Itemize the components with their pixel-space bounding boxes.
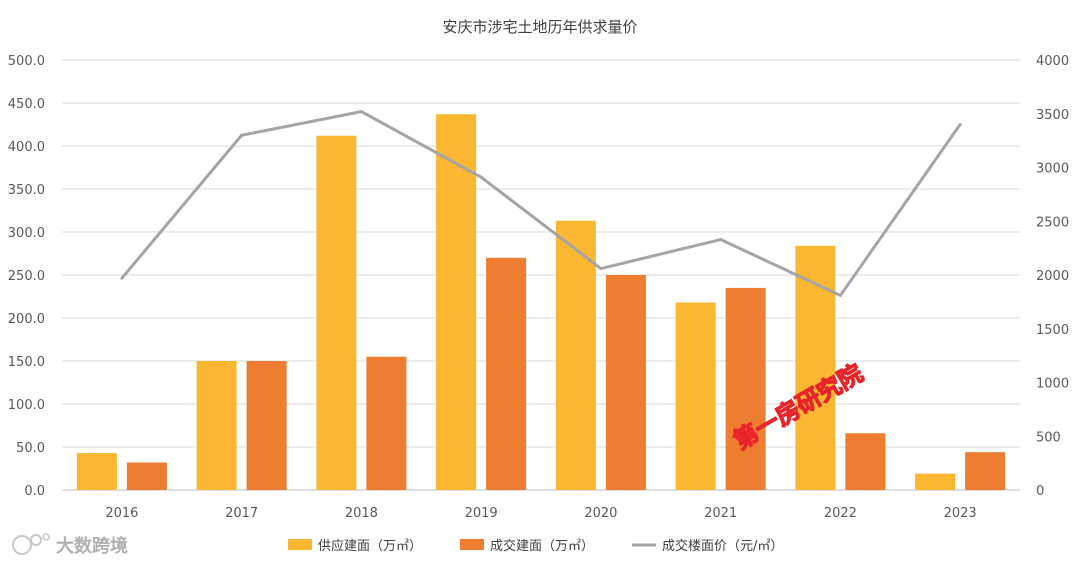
price-line xyxy=(120,110,962,297)
y-left-tick-label: 100.0 xyxy=(8,398,45,413)
price-point xyxy=(838,293,842,297)
brand-watermark: 大数跨境 xyxy=(12,533,128,557)
legend-swatch xyxy=(288,539,312,550)
y-right-tick-label: 2000 xyxy=(1036,269,1069,284)
y-axis-left: 0.0 50.0 100.0 150.0 200.0 250.0 300.0 350.0 400… xyxy=(8,54,45,499)
y-right-tick-label: 1500 xyxy=(1036,323,1069,338)
transaction-bar xyxy=(605,275,646,490)
y-left-tick-label: 50.0 xyxy=(16,441,45,456)
price-point xyxy=(359,110,363,114)
chart-title: 安庆市涉宅土地历年供求量价 xyxy=(442,18,637,36)
x-tick-label: 2022 xyxy=(824,506,857,521)
transaction-bar xyxy=(845,433,886,490)
supply-bar xyxy=(795,245,836,490)
transaction-bar xyxy=(126,462,167,490)
supply-bar xyxy=(316,135,357,490)
supply-bar xyxy=(675,302,716,490)
legend-label: 成交楼面价（元/㎡） xyxy=(662,538,783,554)
supply-bar xyxy=(555,220,596,490)
y-left-tick-label: 0.0 xyxy=(24,484,45,499)
x-tick-label: 2023 xyxy=(944,506,977,521)
y-axis-right: 0 500 1000 1500 2000 2500 3000 3500 4000 xyxy=(1036,54,1069,499)
x-tick-label: 2020 xyxy=(584,506,617,521)
x-tick-label: 2019 xyxy=(465,506,498,521)
x-axis: 2016 2017 2018 2019 2020 2021 2022 2023 xyxy=(105,506,976,521)
x-tick-label: 2016 xyxy=(105,506,138,521)
y-left-tick-label: 250.0 xyxy=(8,269,45,284)
x-tick-label: 2017 xyxy=(225,506,258,521)
price-point xyxy=(479,175,483,179)
y-left-tick-label: 200.0 xyxy=(8,312,45,327)
brand-logo-icon xyxy=(12,533,50,555)
line-series xyxy=(120,110,962,297)
y-right-tick-label: 4000 xyxy=(1036,54,1069,69)
supply-bar xyxy=(76,453,117,490)
supply-bar xyxy=(196,361,237,490)
y-left-tick-label: 150.0 xyxy=(8,355,45,370)
bar-series xyxy=(76,114,1006,491)
price-point xyxy=(120,276,124,280)
y-right-tick-label: 1000 xyxy=(1036,377,1069,392)
legend: 供应建面（万㎡） 成交建面（万㎡） 成交楼面价（元/㎡） xyxy=(288,538,783,554)
x-tick-label: 2021 xyxy=(704,506,737,521)
brand-watermark-text: 大数跨境 xyxy=(56,535,128,557)
y-left-tick-label: 300.0 xyxy=(8,226,45,241)
price-point xyxy=(599,267,603,271)
legend-label: 供应建面（万㎡） xyxy=(318,538,422,554)
y-right-tick-label: 3500 xyxy=(1036,108,1069,123)
x-tick-label: 2018 xyxy=(345,506,378,521)
transaction-bar xyxy=(486,257,527,490)
y-right-tick-label: 0 xyxy=(1036,484,1044,499)
price-point xyxy=(240,133,244,137)
legend-label: 成交建面（万㎡） xyxy=(490,538,594,554)
y-left-tick-label: 350.0 xyxy=(8,183,45,198)
y-right-tick-label: 500 xyxy=(1036,430,1061,445)
transaction-bar xyxy=(366,356,407,490)
y-left-tick-label: 500.0 xyxy=(8,54,45,69)
y-right-tick-label: 2500 xyxy=(1036,215,1069,230)
transaction-bar xyxy=(965,452,1006,490)
price-point xyxy=(719,238,723,242)
supply-bar xyxy=(436,114,477,491)
legend-swatch xyxy=(460,539,484,550)
y-right-tick-label: 3000 xyxy=(1036,162,1069,177)
y-left-tick-label: 450.0 xyxy=(8,97,45,112)
transaction-bar xyxy=(725,287,766,490)
supply-bar xyxy=(915,473,956,490)
y-left-tick-label: 400.0 xyxy=(8,140,45,155)
price-point xyxy=(958,123,962,126)
transaction-bar xyxy=(246,361,287,490)
